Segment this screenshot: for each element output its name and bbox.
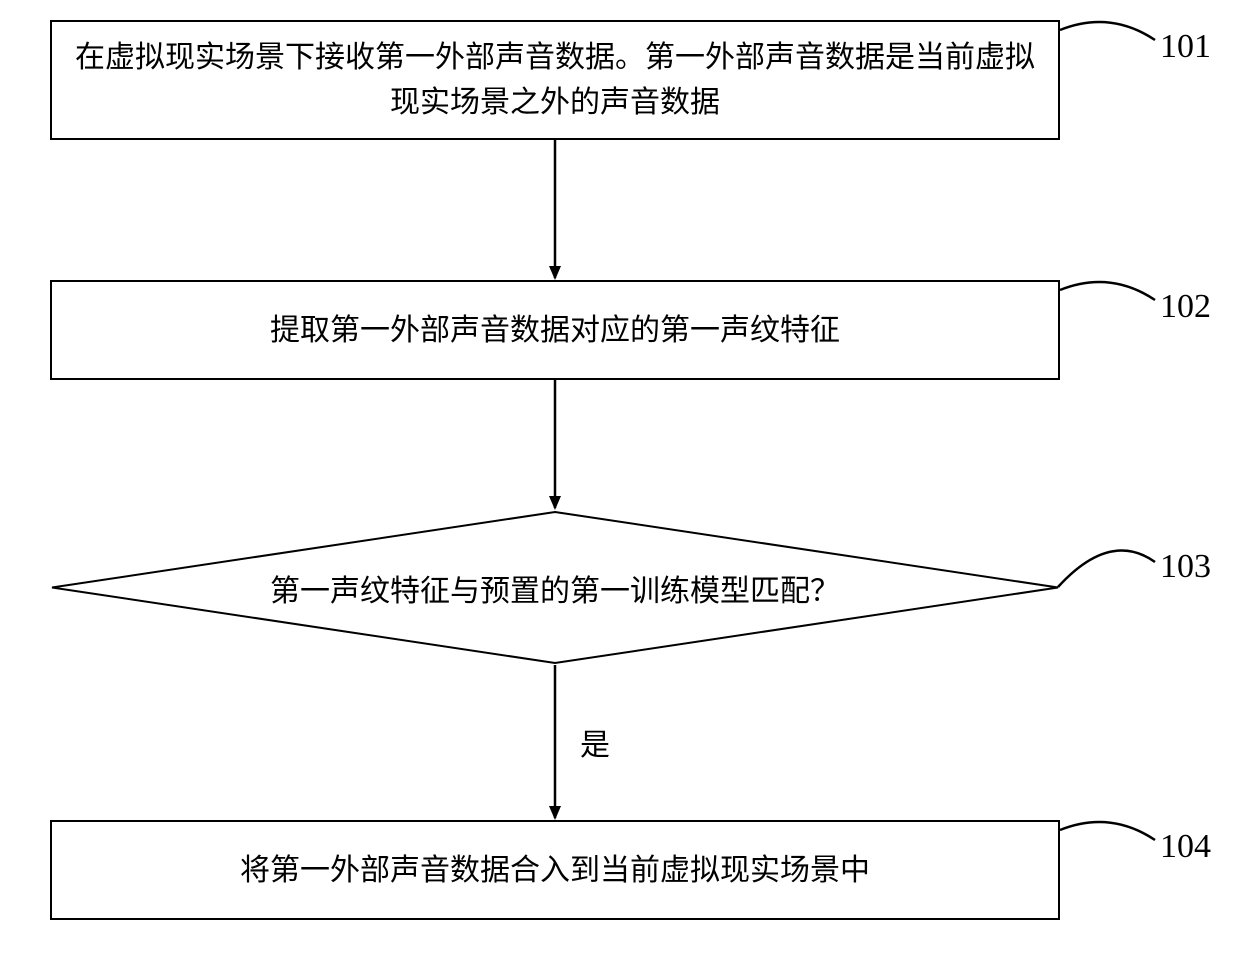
diamond-shape bbox=[50, 510, 1060, 665]
step-102-box: 提取第一外部声音数据对应的第一声纹特征 bbox=[50, 280, 1060, 380]
step-103-diamond: 第一声纹特征与预置的第一训练模型匹配？ bbox=[50, 510, 1060, 665]
step-104-box: 将第一外部声音数据合入到当前虚拟现实场景中 bbox=[50, 820, 1060, 920]
step-101-box: 在虚拟现实场景下接收第一外部声音数据。第一外部声音数据是当前虚拟现实场景之外的声… bbox=[50, 20, 1060, 140]
flowchart-canvas: 在虚拟现实场景下接收第一外部声音数据。第一外部声音数据是当前虚拟现实场景之外的声… bbox=[0, 0, 1240, 964]
ref-102: 102 bbox=[1160, 288, 1211, 326]
step-104-text: 将第一外部声音数据合入到当前虚拟现实场景中 bbox=[240, 848, 870, 893]
step-101-text: 在虚拟现实场景下接收第一外部声音数据。第一外部声音数据是当前虚拟现实场景之外的声… bbox=[72, 35, 1038, 125]
leader-104 bbox=[1060, 822, 1155, 840]
ref-104: 104 bbox=[1160, 828, 1211, 866]
leader-101 bbox=[1060, 22, 1155, 40]
ref-103: 103 bbox=[1160, 548, 1211, 586]
step-102-text: 提取第一外部声音数据对应的第一声纹特征 bbox=[270, 308, 840, 353]
leader-103 bbox=[1058, 550, 1155, 587]
edge-label-yes: 是 bbox=[580, 720, 610, 764]
ref-101: 101 bbox=[1160, 28, 1211, 66]
leader-102 bbox=[1060, 282, 1155, 300]
